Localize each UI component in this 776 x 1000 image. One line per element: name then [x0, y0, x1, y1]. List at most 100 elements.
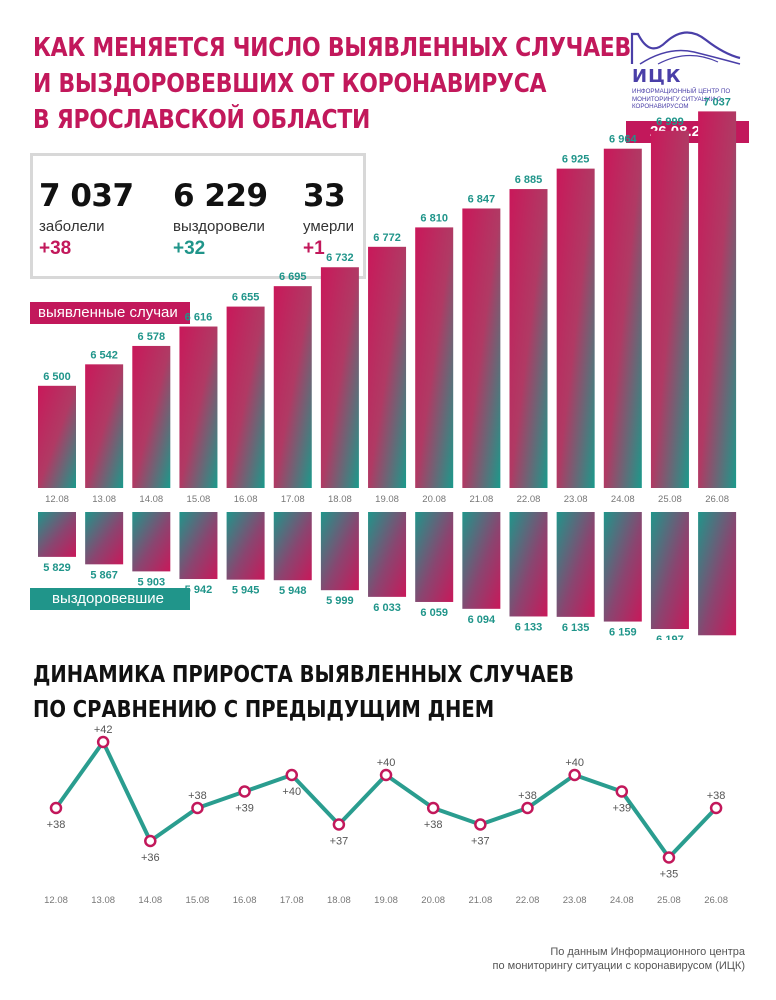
recovered-bar-label: 5 945: [232, 585, 260, 597]
x-tick-label: 25.08: [658, 494, 682, 505]
cases-bar: [132, 345, 171, 488]
x-tick-label: 17.08: [281, 494, 305, 505]
recovered-bar: [556, 512, 595, 617]
growth-point-label: +36: [141, 852, 160, 864]
cases-bar: [85, 364, 124, 488]
growth-point-label: +38: [47, 819, 66, 831]
stat-delta: +32: [173, 238, 206, 259]
growth-chart-title-line: ПО СРАВНЕНИЮ С ПРЕДЫДУЩИМ ДНЕМ: [33, 697, 495, 723]
growth-point: [238, 785, 251, 798]
cases-bar-label: 6 925: [562, 154, 590, 166]
cases-bar: [368, 246, 407, 488]
x-tick-label: 19.08: [374, 895, 398, 906]
recovered-bar: [132, 512, 171, 572]
stat-value: 7 037: [39, 178, 134, 214]
cases-bar: [556, 168, 595, 488]
recovered-bar: [320, 512, 359, 591]
growth-point-label: +38: [707, 790, 726, 802]
growth-line: [54, 740, 718, 860]
stat-value: 33: [303, 178, 346, 214]
recovered-bar-label: 6 033: [373, 602, 401, 614]
logo-icon: [630, 31, 741, 65]
growth-point-label: +38: [518, 790, 537, 802]
x-tick-label: 14.08: [138, 895, 162, 906]
x-tick-label: 13.08: [92, 494, 116, 505]
stat-value: 6 229: [173, 178, 268, 214]
x-tick-label: 21.08: [469, 494, 493, 505]
growth-point-label: +37: [330, 836, 349, 848]
growth-point-label: +38: [424, 819, 443, 831]
growth-point: [332, 818, 346, 831]
recovered-bar: [415, 512, 454, 602]
x-tick-label: 14.08: [139, 494, 163, 505]
x-tick-label: 19.08: [375, 494, 399, 505]
growth-point: [191, 801, 204, 815]
cases-bar-label: 6 655: [232, 292, 260, 304]
recovered-bar: [368, 512, 407, 597]
bar-chart: 6 500 12.08 5 829 6 542 13.08 5 867 6 578 14.08…: [38, 96, 737, 640]
recovered-bar: [179, 512, 218, 580]
x-tick-label: 15.08: [186, 895, 210, 906]
source-line: По данным Информационного центра: [550, 946, 745, 958]
recovered-bar-label: 5 999: [326, 595, 354, 607]
growth-point: [96, 735, 110, 749]
cases-bar: [320, 267, 359, 488]
growth-point: [521, 801, 534, 815]
growth-point: [144, 834, 157, 848]
x-tick-label: 16.08: [233, 895, 257, 906]
growth-point-label: +39: [612, 803, 631, 815]
growth-point-label: +37: [471, 836, 490, 848]
cases-bar: [698, 111, 737, 488]
recovered-bar-label: 5 948: [279, 585, 307, 597]
x-tick-label: 23.08: [563, 895, 587, 906]
growth-point: [709, 801, 723, 815]
x-tick-label: 12.08: [44, 895, 68, 906]
stat-delta: +1: [303, 238, 325, 259]
recovered-bar: [85, 512, 124, 565]
cases-bar: [179, 326, 218, 488]
cases-bar: [226, 306, 265, 488]
recovered-bar: [698, 512, 737, 636]
recovered-bar-label: 6 133: [515, 621, 543, 633]
cases-bar-label: 6 732: [326, 252, 354, 264]
cases-bar-label: 6 772: [373, 232, 401, 244]
x-tick-label: 22.08: [516, 895, 540, 906]
recovered-bar-label: 6 135: [562, 622, 590, 634]
x-tick-label: 22.08: [517, 494, 541, 505]
x-tick-label: 15.08: [187, 494, 211, 505]
stats-box: 7 037 заболели +38 6 229 выздоровели +32…: [30, 153, 366, 279]
recovered-bar: [650, 512, 689, 630]
stat-delta: +38: [39, 238, 72, 259]
legend-cases: выявленные случаи: [30, 302, 190, 324]
x-tick-label: 20.08: [421, 895, 445, 906]
legend-recovered: выздоровевшие: [30, 588, 190, 610]
cases-bar: [462, 208, 501, 488]
stat-label: выздоровели: [173, 218, 265, 235]
recovered-bar-label: 5 942: [185, 584, 213, 596]
stat-cases: 7 037 заболели +38: [39, 178, 134, 260]
x-tick-label: 18.08: [327, 895, 351, 906]
recovered-bar-label: 5 829: [43, 562, 71, 574]
x-tick-label: 18.08: [328, 494, 352, 505]
recovered-bar-label: 6 197: [656, 634, 684, 640]
x-tick-label: 25.08: [657, 895, 681, 906]
page-title-line: В ЯРОСЛАВСКОЙ ОБЛАСТИ: [33, 105, 371, 135]
x-tick-label: 17.08: [280, 895, 304, 906]
recovered-bar: [273, 512, 312, 581]
stat-recovered: 6 229 выздоровели +32: [173, 178, 268, 260]
logo-subtitle: ИНФОРМАЦИОННЫЙ ЦЕНТР ПО МОНИТОРИНГУ СИТУ…: [632, 88, 731, 110]
recovered-bar-label: 6 159: [609, 627, 637, 639]
logo-name: ИЦК: [632, 66, 682, 87]
growth-chart-title: ДИНАМИКА ПРИРОСТА ВЫЯВЛЕННЫХ СЛУЧАЕВ ПО …: [33, 658, 574, 728]
cases-bar-label: 6 542: [90, 349, 118, 361]
source-note: По данным Информационного центра по мони…: [493, 945, 745, 973]
cases-bar-label: 6 964: [609, 134, 637, 146]
cases-bar: [603, 148, 642, 489]
growth-point: [568, 768, 581, 782]
x-tick-label: 13.08: [91, 895, 115, 906]
x-tick-label: 12.08: [45, 494, 69, 505]
cases-bar-label: 6 847: [468, 193, 496, 205]
growth-point-label: +38: [188, 790, 207, 802]
growth-point-label: +35: [660, 869, 679, 881]
growth-point-label: +40: [565, 757, 584, 769]
